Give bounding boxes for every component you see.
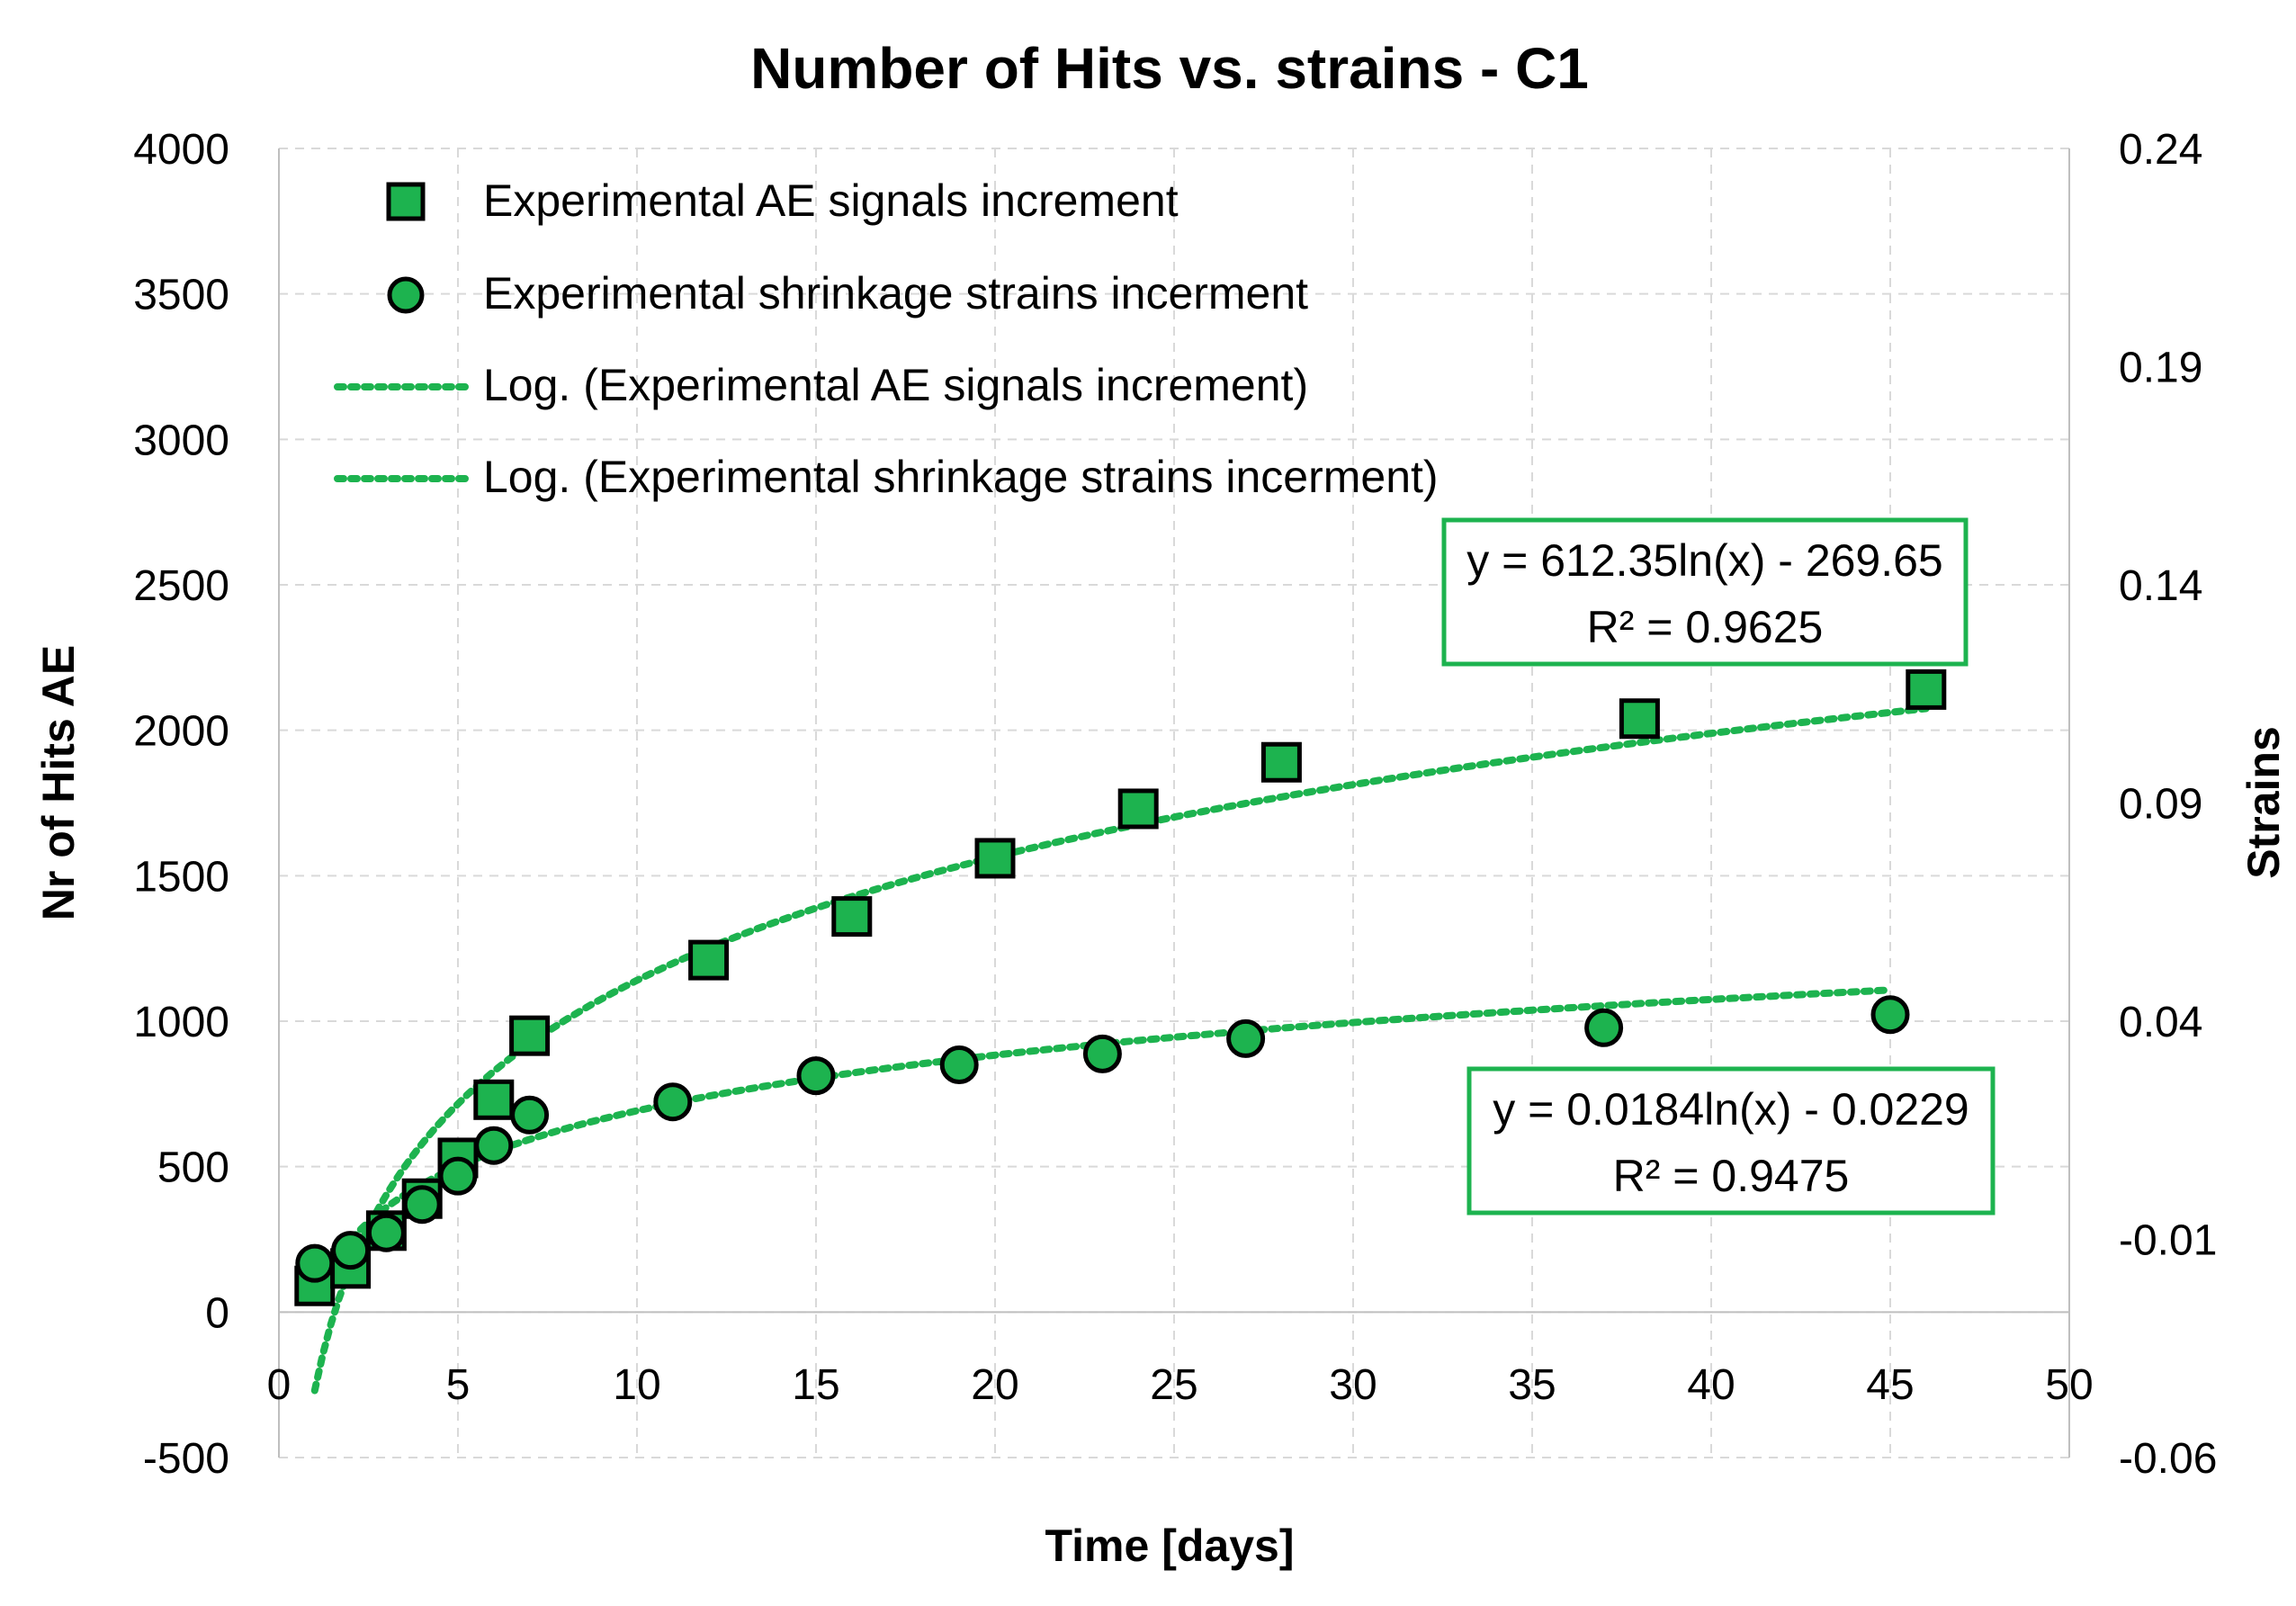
x-tick-label: 15 — [792, 1361, 839, 1409]
y2-tick-label: 0.04 — [2119, 999, 2202, 1046]
x-tick-label: 40 — [1687, 1361, 1735, 1409]
equation-strains-r-squared: R² = 0.9475 — [1613, 1151, 1850, 1201]
x-tick-label: 0 — [267, 1361, 291, 1409]
y-tick-label: 1500 — [133, 853, 229, 901]
x-tick-label: 20 — [971, 1361, 1018, 1409]
shrinkage-strain-point — [1226, 1018, 1266, 1058]
shrinkage-strain-point — [1082, 1034, 1122, 1073]
ae-signal-point — [1117, 788, 1159, 830]
legend: Experimental AE signals increment Experi… — [334, 175, 1439, 502]
legend-label-ae-signals: Experimental AE signals increment — [483, 175, 1179, 226]
x-tick-label: 30 — [1329, 1361, 1377, 1409]
y-tick-label: 1000 — [133, 999, 229, 1046]
legend-label-shrinkage-strains: Experimental shrinkage strains incerment — [483, 268, 1308, 319]
y-tick-label: 2000 — [133, 708, 229, 756]
tick-labels: 0 5 10 15 20 25 30 35 40 45 50 -500 0 500 1000 1500 2000… — [133, 126, 2217, 1483]
equation-strains-formula: y = 0.0184ln(x) - 0.0229 — [1493, 1084, 1969, 1135]
ae-signal-point — [509, 1015, 551, 1056]
gridlines — [279, 148, 2069, 1458]
legend-label-trend-ae: Log. (Experimental AE signals increment) — [483, 360, 1308, 410]
y2-tick-label: 0.19 — [2119, 345, 2202, 392]
shrinkage-strain-point — [1870, 995, 1910, 1035]
y2-tick-label: -0.06 — [2119, 1435, 2217, 1483]
y-tick-label: 3500 — [133, 272, 229, 319]
shrinkage-strain-point — [653, 1082, 693, 1122]
shrinkage-strain-point — [366, 1213, 406, 1252]
data-markers — [294, 668, 1947, 1306]
y-tick-label: 4000 — [133, 126, 229, 174]
ae-signal-point — [974, 838, 1016, 879]
equation-ae-r-squared: R² = 0.9625 — [1587, 602, 1824, 652]
y-tick-label: -500 — [143, 1435, 229, 1483]
x-tick-label: 10 — [613, 1361, 660, 1409]
shrinkage-strain-point — [474, 1126, 514, 1165]
ae-signal-point — [1260, 741, 1302, 783]
y2-tick-label: 0.14 — [2119, 562, 2202, 610]
shrinkage-strain-point — [510, 1095, 550, 1135]
equation-box-strains: y = 0.0184ln(x) - 0.0229 R² = 0.9475 — [1466, 1066, 1996, 1216]
ae-signal-point — [831, 896, 873, 938]
legend-square-marker — [386, 182, 426, 221]
x-tick-label: 50 — [2045, 1361, 2093, 1409]
chart-title: Number of Hits vs. strains - C1 — [750, 36, 1589, 101]
ae-signal-point — [688, 939, 730, 981]
equation-ae-formula: y = 612.35ln(x) - 269.65 — [1466, 535, 1943, 586]
shrinkage-strain-point — [1584, 1008, 1624, 1047]
y2-axis-title: Strains — [2238, 726, 2289, 879]
y-tick-label: 2500 — [133, 562, 229, 610]
equation-box-strains-frame — [1466, 1066, 1996, 1216]
x-axis-title: Time [days] — [1045, 1521, 1295, 1571]
y-tick-label: 3000 — [133, 417, 229, 464]
x-tick-label: 25 — [1150, 1361, 1197, 1409]
legend-circle-marker — [387, 276, 425, 314]
shrinkage-strain-point — [402, 1185, 442, 1225]
equation-box-ae: y = 612.35ln(x) - 269.65 R² = 0.9625 — [1441, 517, 1969, 667]
y-tick-label: 0 — [205, 1289, 229, 1337]
x-tick-label: 45 — [1866, 1361, 1914, 1409]
shrinkage-strain-point — [796, 1056, 836, 1096]
y2-tick-label: 0.09 — [2119, 781, 2202, 829]
x-tick-label: 5 — [446, 1361, 471, 1409]
ae-signal-point — [473, 1079, 515, 1120]
y-tick-label: 500 — [157, 1144, 229, 1192]
y-axis-title: Nr of Hits AE — [33, 645, 84, 921]
ae-signal-point — [1906, 668, 1947, 710]
shrinkage-strain-point — [438, 1156, 478, 1196]
y2-tick-label: 0.24 — [2119, 126, 2202, 174]
y2-tick-label: -0.01 — [2119, 1217, 2217, 1265]
shrinkage-strain-point — [331, 1231, 371, 1270]
shrinkage-strain-point — [939, 1045, 979, 1084]
x-tick-label: 35 — [1508, 1361, 1556, 1409]
ae-signal-point — [1619, 698, 1660, 740]
equation-box-ae-frame — [1441, 517, 1969, 667]
legend-label-trend-strains: Log. (Experimental shrinkage strains inc… — [483, 452, 1439, 502]
shrinkage-strain-point — [295, 1243, 335, 1283]
axes — [278, 148, 2070, 1458]
